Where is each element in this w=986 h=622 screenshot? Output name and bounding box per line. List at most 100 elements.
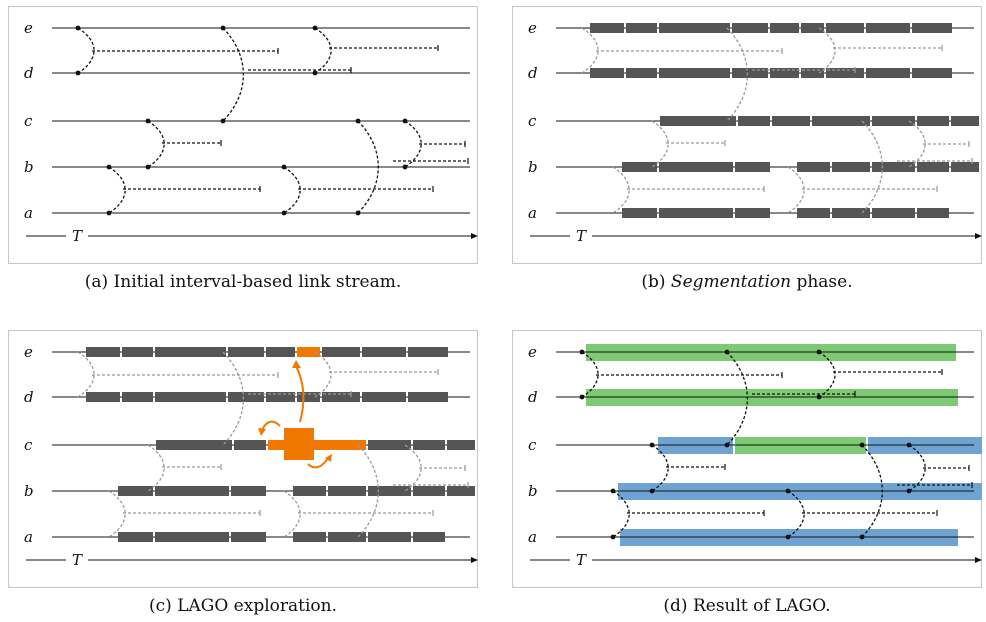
segment-b-5 bbox=[872, 162, 915, 172]
segment-d-7 bbox=[866, 68, 910, 78]
panel-c-diagram: e d c b a T bbox=[8, 330, 478, 588]
segment-b-6 bbox=[413, 486, 445, 496]
lane-label-e: e bbox=[24, 343, 33, 361]
caption-b-italic: Segmentation bbox=[670, 272, 792, 292]
lane-label-a: a bbox=[528, 528, 537, 546]
segment-b-3 bbox=[797, 162, 830, 172]
segment-d-6 bbox=[322, 392, 360, 402]
lane-label-e: e bbox=[24, 19, 33, 37]
link-arc-0 bbox=[581, 351, 599, 398]
segment-b-7 bbox=[447, 486, 475, 496]
arrow-up-path bbox=[295, 365, 305, 423]
segment-b-5 bbox=[368, 486, 411, 496]
segment-e-2 bbox=[659, 23, 730, 33]
segment-a-0 bbox=[118, 532, 153, 542]
lane-label-a: a bbox=[24, 528, 33, 546]
link-node-0-end bbox=[75, 70, 81, 76]
link-arc-8 bbox=[612, 166, 630, 214]
time-arrow-icon bbox=[975, 233, 982, 239]
link-arc-4 bbox=[147, 120, 165, 168]
lane-label-c: c bbox=[528, 112, 537, 130]
segment-e-2 bbox=[155, 347, 226, 357]
caption-d: (d) Result of LAGO. bbox=[512, 596, 982, 616]
segment-a-5 bbox=[368, 532, 411, 542]
link-arc-4 bbox=[651, 120, 669, 168]
panel-a-diagram: e d c b a T bbox=[8, 6, 478, 264]
segment-d-6 bbox=[826, 68, 864, 78]
segment-e-6 bbox=[826, 23, 864, 33]
caption-d-text: (d) Result of LAGO. bbox=[663, 596, 831, 616]
link-node-5-end bbox=[859, 534, 865, 540]
segment-b-0 bbox=[118, 486, 153, 496]
link-arc-8 bbox=[612, 490, 630, 538]
segment-a-2 bbox=[231, 532, 266, 542]
link-arc-1 bbox=[222, 27, 244, 122]
link-node-0-end bbox=[579, 394, 585, 400]
time-label: T bbox=[576, 227, 587, 245]
segment-d-1 bbox=[122, 392, 153, 402]
time-label: T bbox=[72, 551, 83, 569]
link-node-9-start bbox=[281, 164, 287, 170]
link-node-2-start bbox=[816, 349, 822, 355]
segment-a-6 bbox=[413, 532, 445, 542]
segment-e-4 bbox=[770, 23, 799, 33]
segment-e-8 bbox=[912, 23, 952, 33]
segment-e-7 bbox=[866, 23, 910, 33]
segment-a-0 bbox=[622, 208, 657, 218]
panel-b: e d c b a T bbox=[512, 6, 982, 264]
link-node-2-start bbox=[312, 25, 318, 31]
link-node-8-end bbox=[610, 534, 616, 540]
segment-e-3 bbox=[228, 347, 264, 357]
segment-b-7 bbox=[951, 162, 979, 172]
link-arc-8 bbox=[108, 490, 126, 538]
segment-b-1 bbox=[659, 162, 733, 172]
panel-d-diagram: e d c b a T bbox=[512, 330, 982, 588]
link-node-4-end bbox=[145, 164, 151, 170]
segment-e-1 bbox=[122, 347, 153, 357]
link-arc-6 bbox=[908, 444, 926, 492]
lane-label-d: d bbox=[528, 388, 538, 406]
segment-a-1 bbox=[659, 208, 733, 218]
segment-c-5 bbox=[917, 116, 949, 126]
link-node-6-start bbox=[906, 442, 912, 448]
segment-d-3 bbox=[228, 392, 264, 402]
segment-d-7 bbox=[362, 392, 406, 402]
segment-d-1 bbox=[626, 68, 657, 78]
link-node-0-start bbox=[75, 25, 81, 31]
link-arc-1 bbox=[726, 351, 748, 446]
caption-a: (a) Initial interval-based link stream. bbox=[8, 272, 478, 292]
caption-b: (b) Segmentation phase. bbox=[512, 272, 982, 292]
segment-e-4 bbox=[266, 347, 295, 357]
link-node-2-end bbox=[816, 394, 822, 400]
link-node-6-start bbox=[402, 118, 408, 124]
link-arc-5 bbox=[357, 444, 379, 538]
segment-a-5 bbox=[872, 208, 915, 218]
link-arc-2 bbox=[818, 27, 836, 74]
segment-d-2 bbox=[659, 68, 730, 78]
link-arc-5 bbox=[861, 444, 883, 538]
segment-a-1 bbox=[155, 532, 229, 542]
segment-d-5 bbox=[297, 392, 320, 402]
link-node-5-start bbox=[355, 118, 361, 124]
segment-b-3 bbox=[293, 486, 326, 496]
segment-d-8 bbox=[912, 68, 952, 78]
segment-d-4 bbox=[266, 392, 295, 402]
segment-d-8 bbox=[408, 392, 448, 402]
link-node-1-end bbox=[220, 118, 226, 124]
link-arc-6 bbox=[404, 444, 422, 492]
arrow-right-icon bbox=[325, 454, 332, 462]
link-arc-1 bbox=[222, 351, 244, 446]
link-node-8-start bbox=[106, 164, 112, 170]
segment-d-4 bbox=[770, 68, 799, 78]
link-node-6-end bbox=[906, 488, 912, 494]
segment-b-1 bbox=[155, 486, 229, 496]
link-arc-4 bbox=[651, 444, 669, 492]
segment-e-7 bbox=[362, 347, 406, 357]
segment-a-6 bbox=[917, 208, 949, 218]
lane-label-b: b bbox=[528, 158, 538, 176]
link-node-9-start bbox=[785, 488, 791, 494]
segment-c-2 bbox=[772, 116, 810, 126]
segment-e-1 bbox=[626, 23, 657, 33]
lane-label-c: c bbox=[24, 436, 33, 454]
segment-e-5 bbox=[801, 23, 824, 33]
